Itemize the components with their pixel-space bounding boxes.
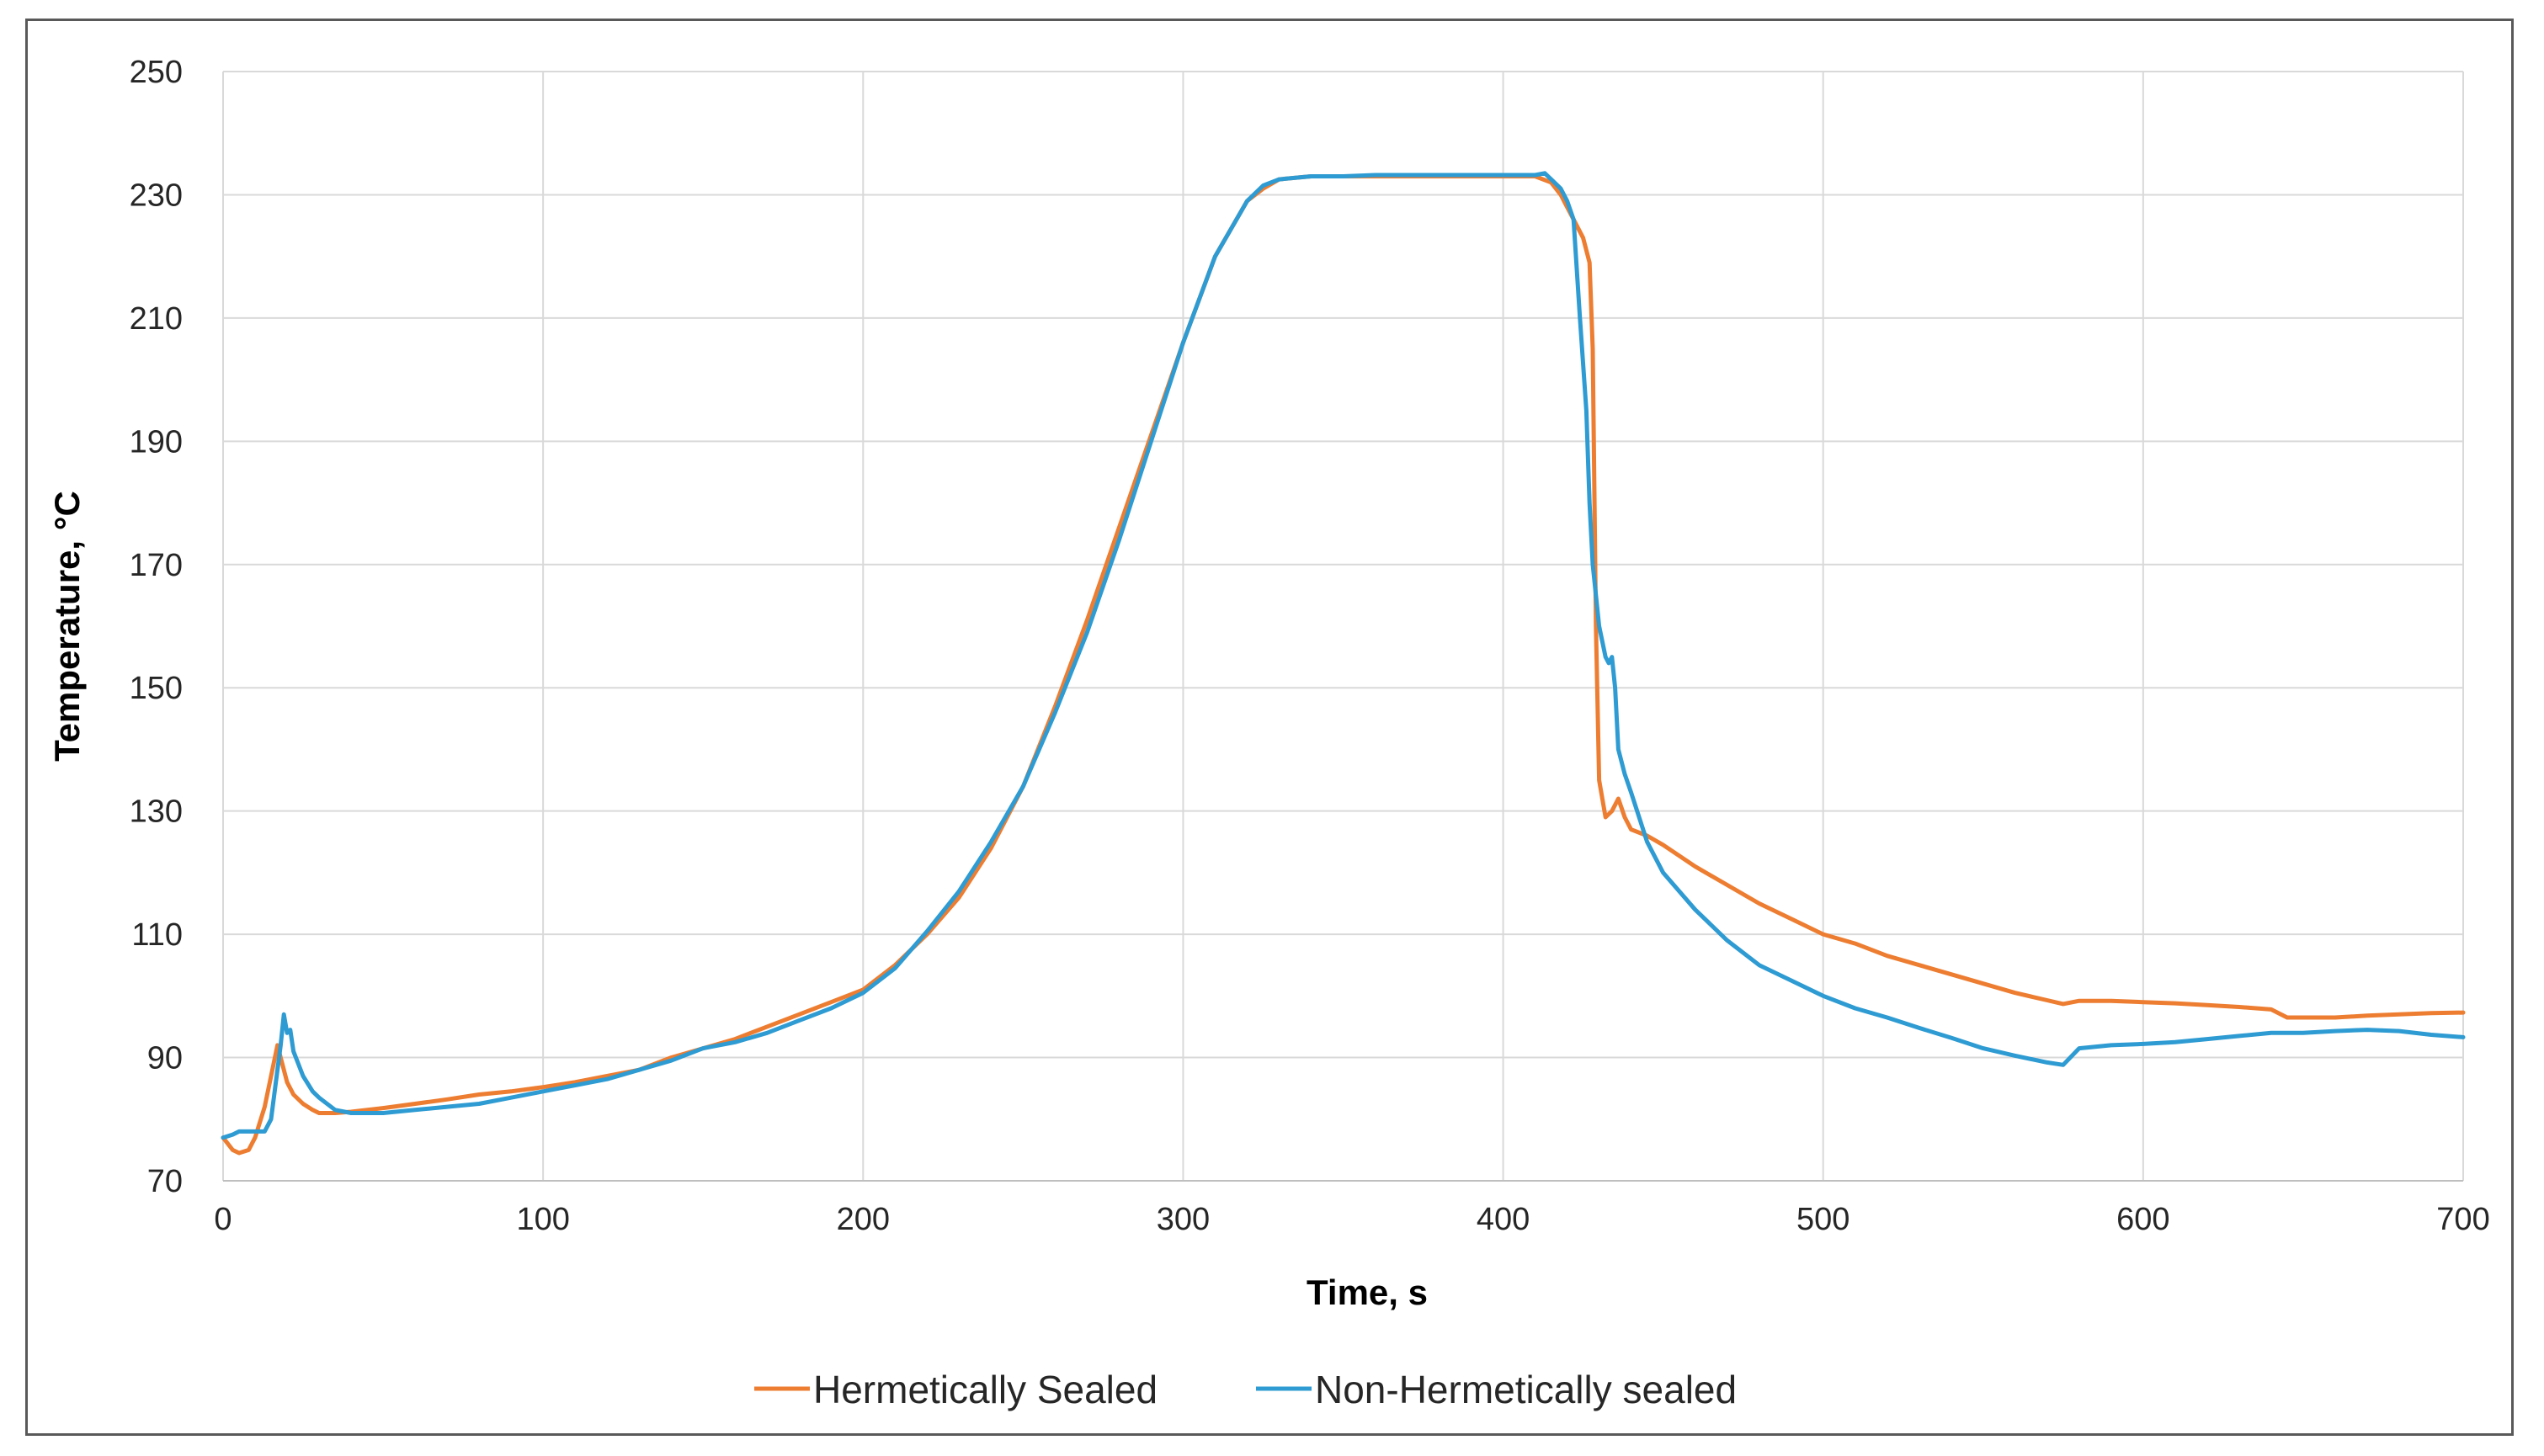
x-tick-label-100: 100 [516, 1202, 569, 1237]
x-tick-label-0: 0 [214, 1202, 232, 1237]
legend-label-non-hermetically-sealed: Non-Hermetically sealed [1315, 1368, 1737, 1411]
legend-label-hermetically-sealed: Hermetically Sealed [813, 1368, 1158, 1411]
x-tick-label-200: 200 [837, 1202, 890, 1237]
x-tick-label-300: 300 [1157, 1202, 1210, 1237]
x-tick-label-600: 600 [2116, 1202, 2169, 1237]
y-tick-label-110: 110 [131, 917, 183, 953]
y-tick-label-210: 210 [130, 301, 183, 337]
y-tick-label-90: 90 [147, 1041, 183, 1076]
series-line-hermetically-sealed [221, 174, 2466, 1156]
x-axis-title: Time, s [1307, 1273, 1428, 1312]
x-tick-label-700: 700 [2436, 1202, 2489, 1237]
y-tick-label-150: 150 [130, 671, 183, 706]
tick-labels: 70 90 110 130 150 170 190 210 230 250 0 100 200 300 40… [130, 55, 2490, 1237]
gridlines [223, 71, 2464, 1181]
y-tick-label-190: 190 [130, 424, 183, 460]
legend-item-non-hermetically-sealed: Non-Hermetically sealed [1256, 1368, 1737, 1411]
legend: Hermetically Sealed Non-Hermetically sea… [754, 1368, 1737, 1411]
axes [222, 72, 2463, 1182]
y-tick-label-70: 70 [147, 1164, 183, 1199]
y-axis-title: Temperature, °C [47, 491, 87, 762]
series-line-non-hermetically-sealed [221, 171, 2466, 1140]
chart-frame [25, 19, 2514, 1436]
y-tick-label-250: 250 [130, 55, 183, 90]
x-tick-label-400: 400 [1477, 1202, 1530, 1237]
legend-item-hermetically-sealed: Hermetically Sealed [754, 1368, 1158, 1411]
y-tick-label-230: 230 [130, 178, 183, 213]
y-tick-label-130: 130 [130, 794, 183, 830]
x-tick-label-500: 500 [1796, 1202, 1849, 1237]
y-tick-label-170: 170 [130, 548, 183, 583]
series-lines [221, 171, 2466, 1156]
